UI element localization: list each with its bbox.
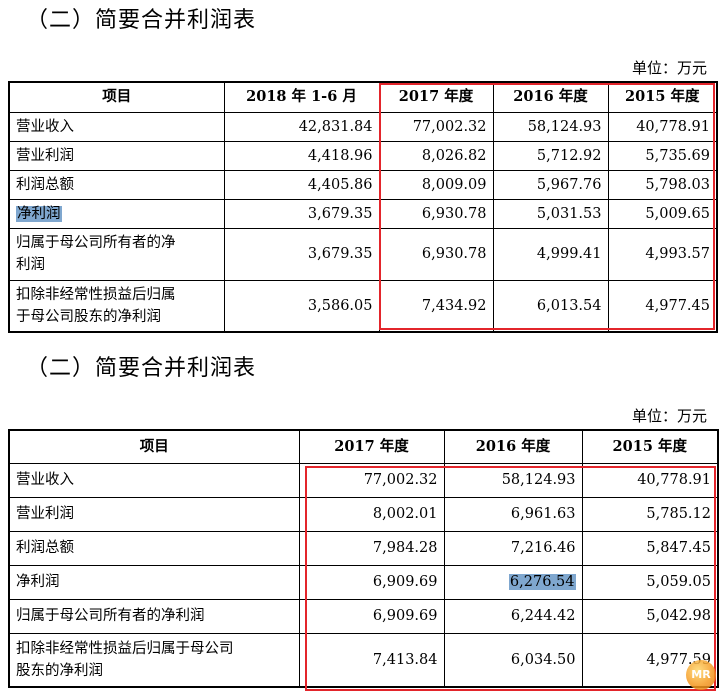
cell-value: 6,909.69 — [298, 598, 445, 634]
row-label: 利润总额 — [8, 169, 225, 200]
cell-value: 4,405.86 — [223, 169, 380, 200]
cell-value: 6,961.63 — [443, 496, 583, 532]
header-item: 项目 — [8, 429, 300, 464]
unit-label-1: 单位：万元 — [631, 59, 707, 77]
cell-value: 77,002.32 — [298, 462, 445, 498]
table-row: 营业收入 42,831.84 77,002.32 58,124.93 40,77… — [8, 111, 718, 142]
cell-value: 58,124.93 — [492, 111, 609, 142]
cell-value: 42,831.84 — [223, 111, 380, 142]
header-2018h1: 2018 年 1-6 月 — [223, 81, 380, 113]
cell-value: 4,999.41 — [492, 227, 609, 281]
table-row: 利润总额 7,984.28 7,216.46 5,847.45 — [8, 530, 719, 566]
table-row: 营业收入 77,002.32 58,124.93 40,778.91 — [8, 462, 719, 498]
cell-value: 40,778.91 — [581, 462, 719, 498]
cell-value: 6,930.78 — [378, 198, 494, 229]
cell-value: 6,244.42 — [443, 598, 583, 634]
cell-value: 6,034.50 — [443, 632, 583, 688]
row-label-line2: 股东的净利润 — [16, 662, 103, 679]
income-table-1: 项目 2018 年 1-6 月 2017 年度 2016 年度 2015 年度 … — [8, 81, 718, 333]
cell-value: 5,847.45 — [581, 530, 719, 566]
unit-label-2: 单位：万元 — [631, 407, 707, 425]
cell-value: 6,013.54 — [492, 279, 609, 333]
cell-value: 5,059.05 — [581, 564, 719, 600]
header-2015: 2015 年度 — [581, 429, 719, 464]
cell-value: 7,984.28 — [298, 530, 445, 566]
row-label-line2: 利润 — [16, 257, 45, 273]
cell-value: 7,216.46 — [443, 530, 583, 566]
row-label: 净利润 — [8, 198, 225, 229]
cell-value: 5,735.69 — [607, 140, 718, 171]
row-label: 扣除非经常性损益后归属于母公司股东的净利润 — [8, 279, 225, 333]
row-label-line1: 扣除非经常性损益后归属 — [16, 286, 176, 303]
cell-value: 8,026.82 — [378, 140, 494, 171]
cell-value: 6,930.78 — [378, 227, 494, 281]
cell-value: 7,434.92 — [378, 279, 494, 333]
header-2015: 2015 年度 — [607, 81, 718, 113]
table-header-row: 项目 2017 年度 2016 年度 2015 年度 — [8, 429, 719, 464]
table-row: 归属于母公司所有者的净利润 6,909.69 6,244.42 5,042.98 — [8, 598, 719, 634]
cell-value: 5,009.65 — [607, 198, 718, 229]
cell-value: 6,909.69 — [298, 564, 445, 600]
income-table-2: 项目 2017 年度 2016 年度 2015 年度 营业收入 77,002.3… — [8, 429, 719, 688]
table-header-row: 项目 2018 年 1-6 月 2017 年度 2016 年度 2015 年度 — [8, 81, 718, 113]
cell-value: 3,679.35 — [223, 198, 380, 229]
header-2017: 2017 年度 — [378, 81, 494, 113]
header-item: 项目 — [8, 81, 225, 113]
cell-value: 5,967.76 — [492, 169, 609, 200]
section-title-1: （二）简要合并利润表 — [26, 8, 257, 33]
row-label-line1: 归属于母公司所有者的净 — [16, 235, 176, 251]
highlighted-text: 净利润 — [16, 205, 62, 222]
row-label: 归属于母公司所有者的净利润 — [8, 227, 225, 281]
cell-value: 77,002.32 — [378, 111, 494, 142]
cell-value: 40,778.91 — [607, 111, 718, 142]
cell-value: 4,418.96 — [223, 140, 380, 171]
cell-value: 4,993.57 — [607, 227, 718, 281]
row-label: 营业利润 — [8, 496, 300, 532]
cell-value: 8,002.01 — [298, 496, 445, 532]
section-title-2: （二）简要合并利润表 — [26, 356, 257, 381]
header-2017: 2017 年度 — [298, 429, 445, 464]
cell-value: 4,977.45 — [607, 279, 718, 333]
highlighted-text: 6,276.54 — [508, 574, 576, 590]
cell-value: 6,276.54 — [443, 564, 583, 600]
header-2016: 2016 年度 — [492, 81, 609, 113]
row-label-line1: 扣除非经常性损益后归属于母公司 — [16, 640, 234, 657]
header-2016: 2016 年度 — [443, 429, 583, 464]
table-row: 归属于母公司所有者的净 利润 3,679.35 6,930.78 4,999.41… — [8, 227, 718, 281]
table-row: 营业利润 8,002.01 6,961.63 5,785.12 — [8, 496, 719, 532]
cell-value: 5,798.03 — [607, 169, 718, 200]
cell-value: 58,124.93 — [443, 462, 583, 498]
cell-value: 7,413.84 — [298, 632, 445, 688]
table-row: 营业利润 4,418.96 8,026.82 5,712.92 5,735.69 — [8, 140, 718, 171]
table-row: 利润总额 4,405.86 8,009.09 5,967.76 5,798.03 — [8, 169, 718, 200]
table-row: 扣除非经常性损益后归属 于母公司股东的净利润 3,586.05 7,434.92 … — [8, 279, 718, 333]
row-label: 扣除非经常性损益后归属于母公司股东的净利润 — [8, 632, 300, 688]
row-label: 营业收入 — [8, 462, 300, 498]
table-row: 扣除非经常性损益后归属于母公司 股东的净利润 7,413.84 6,034.50 … — [8, 632, 719, 688]
table-row: 净利润 3,679.35 6,930.78 5,031.53 5,009.65 — [8, 198, 718, 229]
watermark-logo: MR — [686, 660, 716, 690]
cell-value: 5,785.12 — [581, 496, 719, 532]
cell-value: 3,679.35 — [223, 227, 380, 281]
row-label-line2: 于母公司股东的净利润 — [16, 308, 161, 325]
cell-value: 8,009.09 — [378, 169, 494, 200]
row-label: 营业利润 — [8, 140, 225, 171]
row-label: 营业收入 — [8, 111, 225, 142]
row-label: 净利润 — [8, 564, 300, 600]
cell-value: 5,031.53 — [492, 198, 609, 229]
cell-value: 5,042.98 — [581, 598, 719, 634]
row-label: 利润总额 — [8, 530, 300, 566]
cell-value: 3,586.05 — [223, 279, 380, 333]
table-row: 净利润 6,909.69 6,276.54 5,059.05 — [8, 564, 719, 600]
row-label: 归属于母公司所有者的净利润 — [8, 598, 300, 634]
cell-value: 5,712.92 — [492, 140, 609, 171]
